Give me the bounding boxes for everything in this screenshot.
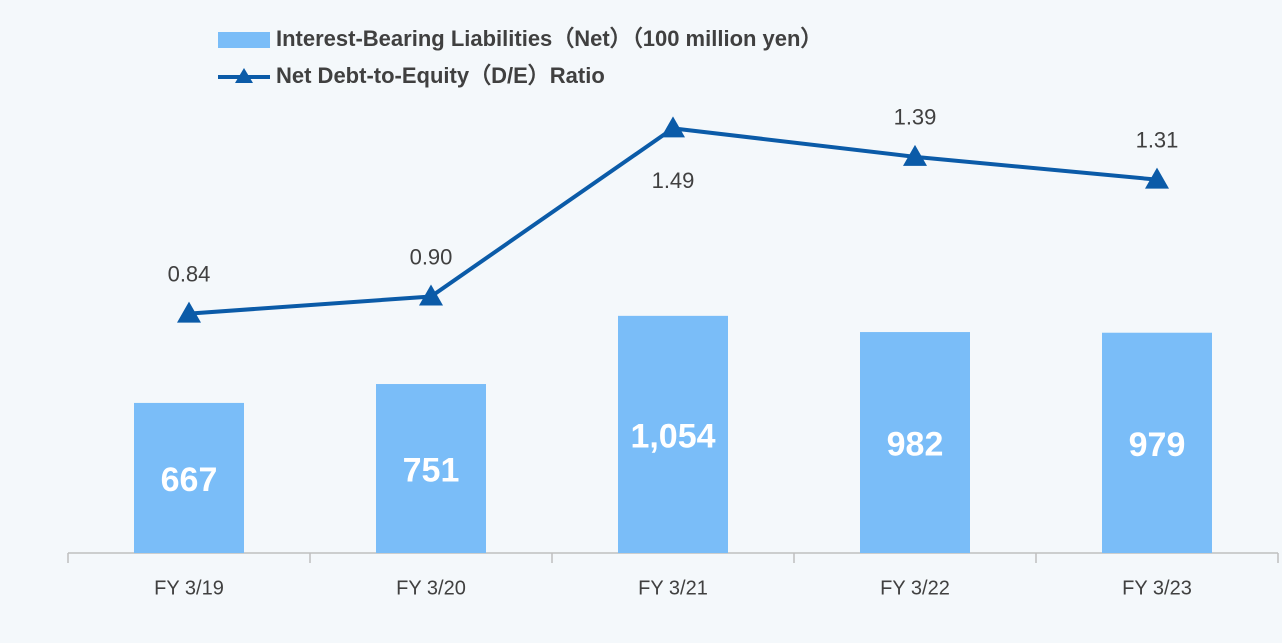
bar	[1102, 332, 1212, 553]
line-marker	[177, 301, 201, 323]
line-value-label: 1.31	[1136, 127, 1179, 152]
line-marker	[419, 284, 443, 306]
line-marker	[903, 144, 927, 166]
bar	[376, 384, 486, 553]
line	[188, 126, 1158, 316]
line-value-label: 0.90	[410, 244, 453, 269]
x-tick-label: FY 3/22	[880, 577, 950, 599]
x-tick-label: FY 3/21	[638, 577, 708, 599]
bar-value-label: 982	[887, 426, 944, 464]
bar	[860, 332, 970, 553]
x-tick-label: FY 3/23	[1122, 577, 1192, 599]
legend-label: Interest-Bearing Liabilities（Net）（100 mi…	[276, 26, 822, 51]
x-tick-label: FY 3/20	[396, 577, 466, 599]
line-marker	[1145, 167, 1169, 189]
x-tick-label: FY 3/19	[154, 577, 224, 599]
legend-label: Net Debt-to-Equity（D/E）Ratio	[276, 63, 605, 88]
bar-value-label: 1,054	[630, 417, 715, 455]
line-marker	[661, 116, 685, 138]
bar	[618, 315, 728, 553]
bar	[134, 402, 244, 553]
line-value-label: 1.39	[894, 105, 937, 130]
bar-value-label: 979	[1129, 426, 1186, 464]
bar-value-label: 751	[403, 451, 460, 489]
line-value-label: 1.49	[652, 168, 695, 193]
legend-swatch	[218, 32, 270, 48]
line-value-label: 0.84	[168, 261, 211, 286]
bar-value-label: 667	[161, 461, 218, 499]
legend-marker	[235, 68, 253, 83]
